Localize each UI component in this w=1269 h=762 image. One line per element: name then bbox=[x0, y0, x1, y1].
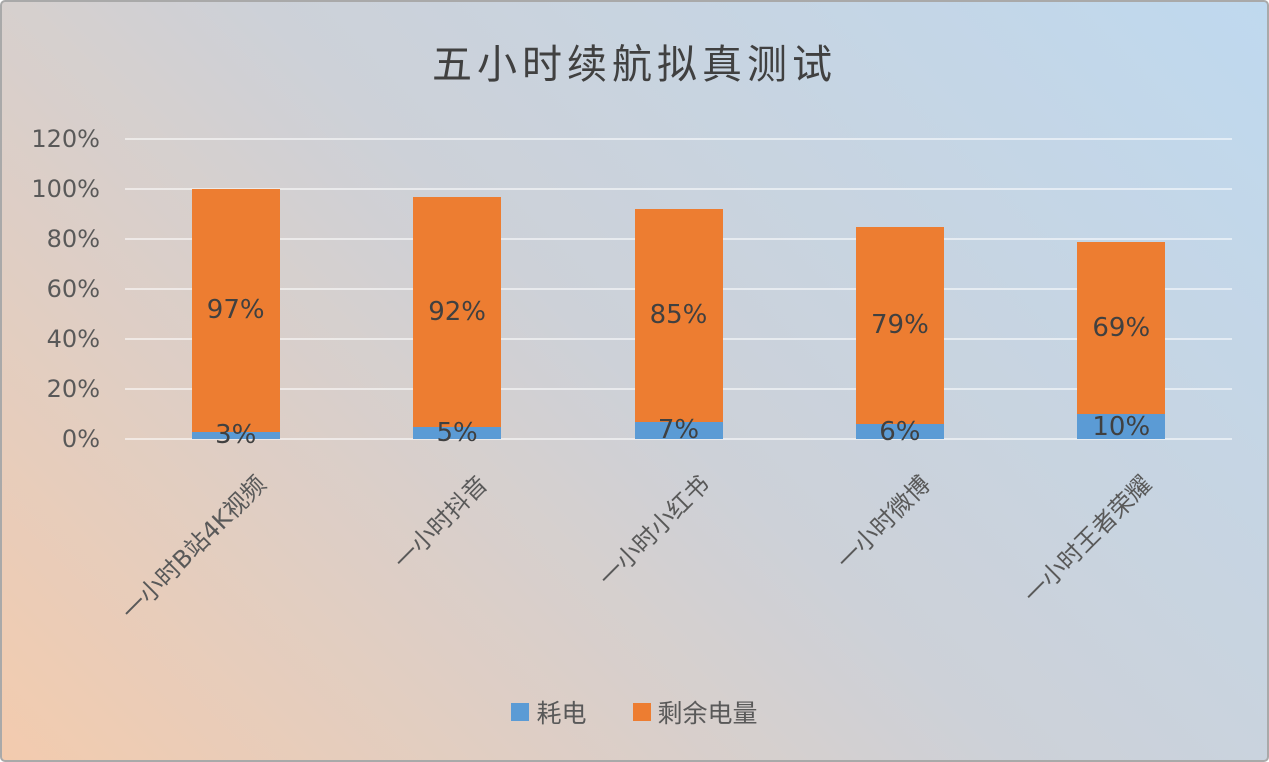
y-axis-tick-label: 60% bbox=[46, 275, 100, 303]
bar-segment-remain bbox=[855, 226, 944, 424]
bar-segment-remain bbox=[1077, 241, 1166, 414]
legend-swatch-consume bbox=[511, 703, 530, 721]
legend-label-remain: 剩余电量 bbox=[657, 699, 758, 728]
bar-label-consume: 3% bbox=[215, 420, 257, 451]
bar-label-remain: 85% bbox=[649, 300, 708, 331]
x-axis-category-label: 一小时抖音 bbox=[388, 470, 494, 575]
bar-label-remain: 97% bbox=[206, 295, 265, 326]
bar-segment-consume bbox=[634, 421, 723, 439]
chart-title: 五小时续航拟真测试 bbox=[432, 42, 837, 88]
x-axis-category-label: 一小时微博 bbox=[831, 470, 936, 575]
bar-segment-consume bbox=[1077, 414, 1166, 439]
x-axis-category-label: 一小时小红书 bbox=[592, 470, 715, 592]
x-axis-category-label: 一小时王者荣耀 bbox=[1018, 470, 1158, 609]
gridline bbox=[125, 138, 1232, 140]
gridline bbox=[125, 438, 1232, 440]
bar-segment-remain bbox=[191, 189, 280, 432]
legend-item-consume: 耗电 bbox=[511, 694, 587, 730]
gridline bbox=[125, 188, 1232, 190]
bar-label-consume: 5% bbox=[436, 417, 478, 448]
legend-label-consume: 耗电 bbox=[536, 699, 587, 728]
bar-segment-remain bbox=[634, 209, 723, 422]
bar-label-remain: 92% bbox=[428, 296, 486, 327]
legend: 耗电 剩余电量 bbox=[2, 694, 1267, 730]
y-axis-tick-label: 100% bbox=[31, 175, 100, 203]
legend-swatch-remain bbox=[632, 703, 651, 721]
y-axis-tick-label: 20% bbox=[46, 375, 100, 403]
y-axis-tick-label: 40% bbox=[46, 325, 100, 353]
legend-item-remain: 剩余电量 bbox=[632, 694, 758, 730]
bar-label-remain: 69% bbox=[1092, 312, 1151, 343]
bar-label-consume: 10% bbox=[1092, 411, 1151, 442]
x-axis-category-label: 一小时B站4K视频 bbox=[116, 470, 272, 626]
bar-label-consume: 6% bbox=[879, 416, 921, 447]
bar-segment-consume bbox=[855, 424, 944, 439]
bar-segment-consume bbox=[413, 426, 502, 439]
bar-label-consume: 7% bbox=[657, 415, 700, 446]
y-axis-tick-label: 80% bbox=[46, 225, 100, 253]
y-axis-tick-label: 120% bbox=[31, 125, 100, 153]
bar-segment-remain bbox=[413, 196, 502, 427]
y-axis-tick-label: 0% bbox=[61, 425, 100, 453]
bar-label-remain: 79% bbox=[870, 310, 929, 341]
bar-segment-consume bbox=[191, 431, 280, 439]
